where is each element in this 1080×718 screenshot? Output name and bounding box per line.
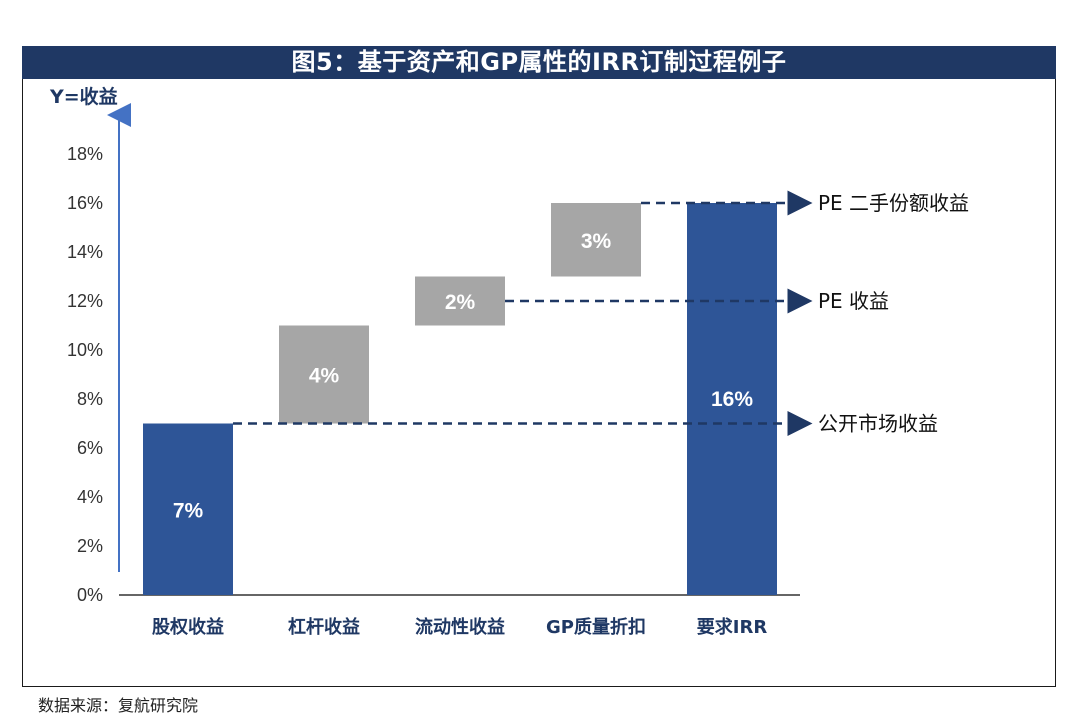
y-tick-label: 10%: [67, 340, 103, 360]
bar: [551, 203, 641, 277]
bar-value-label: 4%: [309, 365, 340, 388]
chart-title: 图5：基于资产和GP属性的IRR订制过程例子: [22, 46, 1056, 79]
y-tick-label: 6%: [77, 438, 103, 458]
annotation-label: PE 二手份额收益: [818, 191, 969, 215]
y-tick-label: 12%: [67, 291, 103, 311]
annotation-label: 公开市场收益: [818, 412, 938, 436]
bar-value-label: 16%: [711, 388, 753, 411]
x-category-label: GP质量折扣: [546, 616, 646, 638]
y-axis-label: Y=收益: [49, 85, 118, 108]
x-category-label: 股权收益: [151, 616, 224, 638]
source-note: 数据来源：复航研究院: [38, 696, 199, 715]
y-tick-label: 8%: [77, 389, 103, 409]
bar: [415, 276, 505, 326]
y-tick-label: 4%: [77, 487, 103, 507]
x-category-label: 杠杆收益: [288, 616, 360, 638]
bar: [687, 203, 777, 595]
annotation-label: PE 收益: [818, 289, 889, 313]
y-tick-label: 14%: [67, 242, 103, 262]
bar: [279, 325, 369, 424]
y-tick-label: 2%: [77, 536, 103, 556]
y-tick-label: 16%: [67, 193, 103, 213]
y-tick-label: 0%: [77, 585, 103, 605]
x-category-label: 流动性收益: [415, 616, 505, 638]
bar-value-label: 7%: [173, 499, 204, 522]
bar: [143, 423, 233, 595]
bar-value-label: 2%: [445, 291, 476, 314]
y-tick-label: 18%: [67, 144, 103, 164]
bar-value-label: 3%: [581, 230, 612, 253]
x-category-label: 要求IRR: [697, 616, 768, 638]
